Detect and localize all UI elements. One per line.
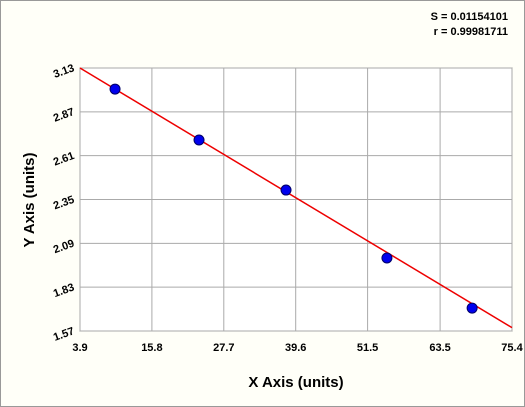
point <box>109 83 121 95</box>
x-tick-label: 3.9 <box>72 342 87 354</box>
point <box>466 302 478 314</box>
fit-line <box>79 67 513 329</box>
x-tick-label: 75.4 <box>501 342 523 354</box>
x-tick-label: 63.5 <box>429 342 450 354</box>
annotation: r = 0.99981711 <box>434 26 508 38</box>
x-tick-label: 39.6 <box>285 342 306 354</box>
x-axis-title: X Axis (units) <box>248 374 343 391</box>
point <box>280 184 292 196</box>
x-tick-label: 51.5 <box>357 342 378 354</box>
point <box>193 134 205 146</box>
x-tick-label: 15.8 <box>141 342 162 354</box>
x-tick-label: 27.7 <box>213 342 234 354</box>
y-axis-title: Y Axis (units) <box>21 152 38 247</box>
point <box>381 252 393 264</box>
annotation: S = 0.01154101 <box>431 11 508 23</box>
